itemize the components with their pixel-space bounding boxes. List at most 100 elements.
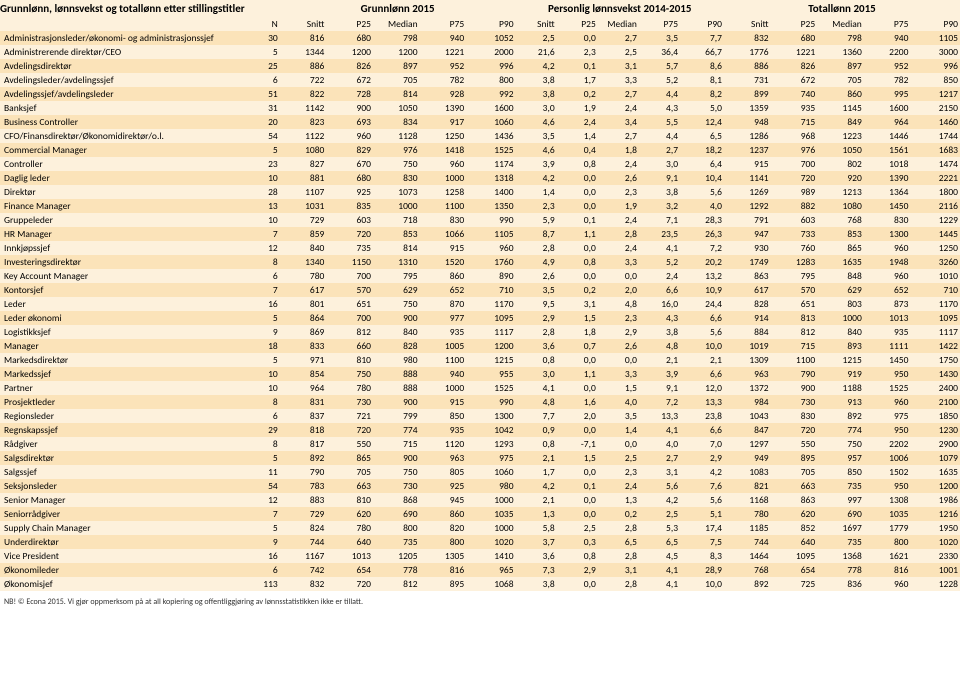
cell-value: 8,2 [680,87,724,101]
cell-value: 925 [420,479,467,493]
cell-value: 3,5 [516,283,557,297]
cell-value: 940 [420,367,467,381]
cell-value: 640 [326,535,373,549]
cell-value: 18 [247,339,280,353]
cell-value: 790 [771,367,818,381]
cell-value: 4,8 [639,339,680,353]
row-label: Finance Manager [0,199,247,213]
cell-value: 2,8 [598,577,639,591]
cell-value: 6,6 [680,311,724,325]
cell-value: 1368 [817,549,864,563]
col-header-n: N [247,17,280,31]
table-row: HR Manager7859720853106611058,71,12,823,… [0,227,960,241]
cell-value: 651 [326,297,373,311]
cell-value: 1031 [280,199,327,213]
table-row: Salgsdirektør58928659009639752,11,52,52,… [0,451,960,465]
cell-value: 900 [373,395,420,409]
table-row: Kontorsjef76175706296527103,50,22,06,610… [0,283,960,297]
cell-value: 1,5 [598,381,639,395]
cell-value: 886 [280,59,327,73]
cell-value: 2000 [466,45,515,59]
cell-value: 950 [864,367,911,381]
cell-value: 1250 [910,241,960,255]
cell-value: 3000 [910,45,960,59]
row-label: Økonomileder [0,563,247,577]
cell-value: 860 [420,507,467,521]
cell-value: 1050 [373,101,420,115]
cell-value: 4,2 [516,479,557,493]
cell-value: 735 [817,535,864,549]
cell-value: 570 [326,283,373,297]
cell-value: 2,6 [516,269,557,283]
table-row: Administrerende direktør/CEO513441200120… [0,45,960,59]
cell-value: 2,7 [639,451,680,465]
cell-value: 782 [420,73,467,87]
cell-value: 735 [326,241,373,255]
cell-value: 798 [373,31,420,45]
cell-value: 884 [724,325,771,339]
cell-value: 800 [420,535,467,549]
cell-value: 2202 [864,437,911,451]
salary-table-container: Grunnlønn, lønnsvekst og totallønn etter… [0,0,960,609]
cell-value: 0,2 [557,283,598,297]
cell-value: 1350 [466,199,515,213]
cell-value: 1359 [724,101,771,115]
cell-value: 813 [771,311,818,325]
cell-value: 1,3 [516,507,557,521]
cell-value: 850 [817,465,864,479]
cell-value: 914 [724,311,771,325]
cell-value: 1217 [910,87,960,101]
cell-value: 925 [326,185,373,199]
cell-value: 731 [724,73,771,87]
cell-value: 892 [280,451,327,465]
cell-value: 629 [817,283,864,297]
cell-value: 848 [817,269,864,283]
cell-value: 945 [420,493,467,507]
cell-value: 1174 [466,157,515,171]
cell-value: 849 [817,115,864,129]
cell-value: 1117 [910,325,960,339]
cell-value: 2,5 [557,521,598,535]
cell-value: 6,5 [680,129,724,143]
cell-value: 3,2 [639,199,680,213]
cell-value: 4,9 [516,255,557,269]
cell-value: 730 [771,395,818,409]
cell-value: 2,7 [598,31,639,45]
cell-value: 16 [247,549,280,563]
cell-value: 1292 [724,199,771,213]
cell-value: 837 [280,409,327,423]
cell-value: 989 [771,185,818,199]
cell-value: 3,6 [516,339,557,353]
cell-value: 1445 [910,227,960,241]
cell-value: 3,1 [598,59,639,73]
cell-value: 0,0 [557,241,598,255]
row-label: Commercial Manager [0,143,247,157]
cell-value: 113 [247,577,280,591]
cell-value: 3,3 [598,367,639,381]
row-label: Regnskapssjef [0,423,247,437]
cell-value: 1,8 [598,143,639,157]
cell-value: 900 [373,451,420,465]
cell-value: 2,3 [598,311,639,325]
cell-value: 900 [326,101,373,115]
cell-value: 816 [864,563,911,577]
cell-value: 1150 [326,255,373,269]
cell-value: 1446 [864,129,911,143]
cell-value: 9,1 [639,381,680,395]
cell-value: 865 [326,451,373,465]
cell-value: 1000 [420,381,467,395]
cell-value: 778 [817,563,864,577]
cell-value: 4,4 [639,87,680,101]
cell-value: 6 [247,73,280,87]
cell-value: 824 [280,521,327,535]
cell-value: 2,9 [557,563,598,577]
cell-value: 1600 [466,101,515,115]
cell-value: 1283 [771,255,818,269]
cell-value: 8 [247,255,280,269]
cell-value: 897 [817,59,864,73]
cell-value: 5,0 [680,101,724,115]
row-label: Manager [0,339,247,353]
cell-value: 13 [247,199,280,213]
cell-value: 722 [280,73,327,87]
cell-value: 5,2 [639,255,680,269]
